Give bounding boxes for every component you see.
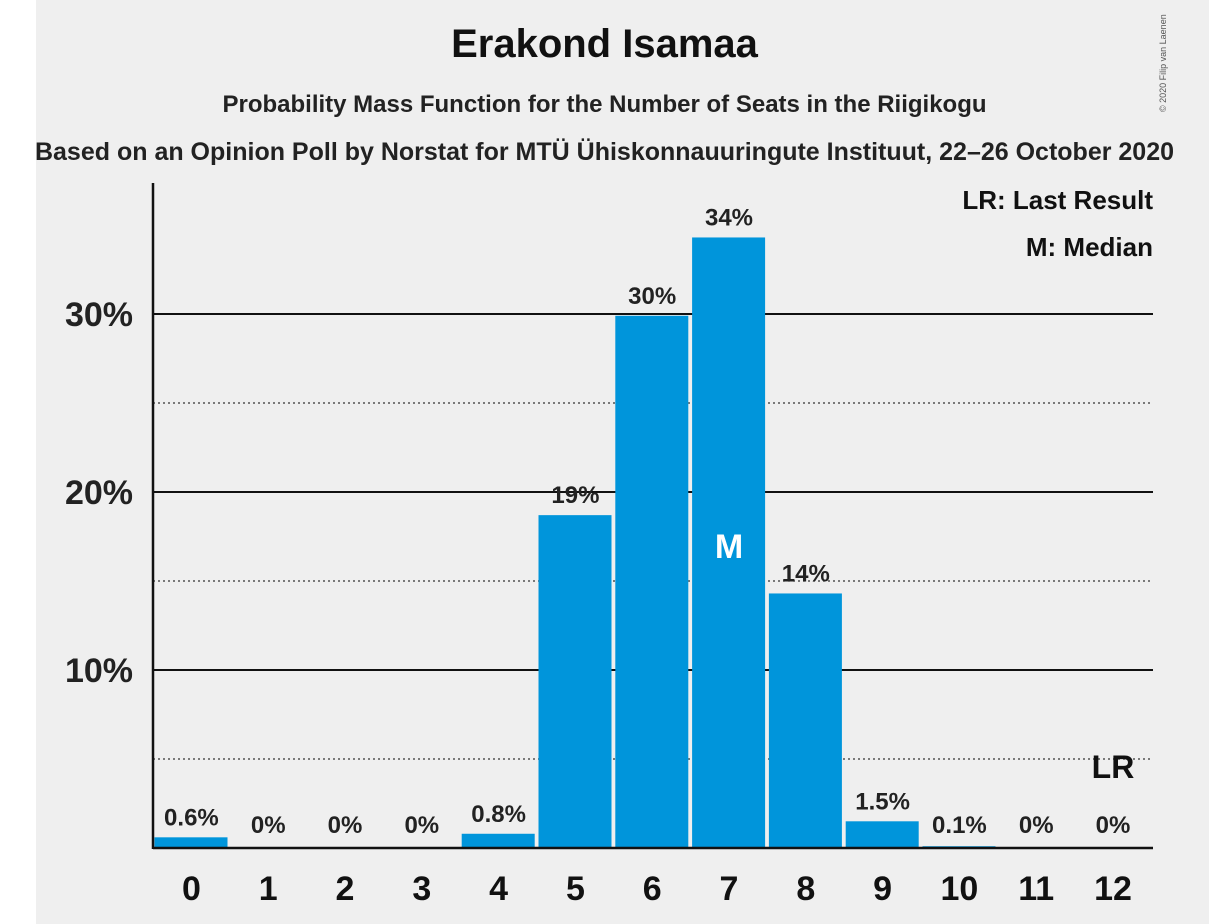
bar: [692, 237, 766, 848]
median-marker: M: [715, 528, 743, 566]
bar: [768, 593, 842, 848]
x-tick-label: 3: [412, 870, 431, 908]
bar-value-label: 19%: [551, 482, 599, 509]
x-tick-label: 1: [259, 870, 278, 908]
bar-value-label: 0.6%: [164, 804, 219, 831]
x-tick-label: 7: [720, 870, 739, 908]
y-tick-label: 30%: [65, 296, 133, 334]
legend-entry: LR: Last Result: [962, 185, 1153, 215]
x-tick-label: 11: [1018, 870, 1054, 908]
x-tick-label: 0: [182, 870, 201, 908]
x-tick-label: 8: [796, 870, 815, 908]
chart-subtitle: Probability Mass Function for the Number…: [222, 91, 987, 118]
bar-value-label: 0%: [328, 812, 363, 839]
bar: [615, 315, 689, 848]
x-tick-label: 5: [566, 870, 585, 908]
bar-value-label: 0%: [251, 812, 286, 839]
bar: [461, 833, 535, 848]
x-tick-label: 10: [940, 870, 978, 908]
bar-value-label: 0%: [1019, 812, 1054, 839]
x-tick-label: 6: [643, 870, 662, 908]
bar-value-label: 34%: [705, 204, 753, 231]
chart-title: Erakond Isamaa: [451, 22, 758, 66]
x-tick-label: 2: [336, 870, 355, 908]
bar-value-label: 0%: [1096, 812, 1131, 839]
y-tick-label: 10%: [65, 652, 133, 690]
x-tick-label: 12: [1094, 870, 1132, 908]
x-tick-label: 9: [873, 870, 892, 908]
last-result-marker: LR: [1092, 749, 1135, 785]
bar: [845, 821, 919, 848]
bar-value-label: 30%: [628, 283, 676, 310]
bar-value-label: 0%: [404, 812, 439, 839]
x-tick-label: 4: [489, 870, 508, 908]
bar-value-label: 0.1%: [932, 812, 987, 839]
y-tick-label: 20%: [65, 474, 133, 512]
bar: [538, 515, 612, 848]
bar-value-label: 14%: [782, 560, 830, 587]
chart-source-subtitle: Based on an Opinion Poll by Norstat for …: [34, 138, 1175, 166]
bar: [154, 837, 228, 848]
bar-value-label: 1.5%: [855, 788, 910, 815]
legend-entry: M: Median: [1026, 232, 1153, 262]
bar-value-label: 0.8%: [471, 801, 526, 828]
